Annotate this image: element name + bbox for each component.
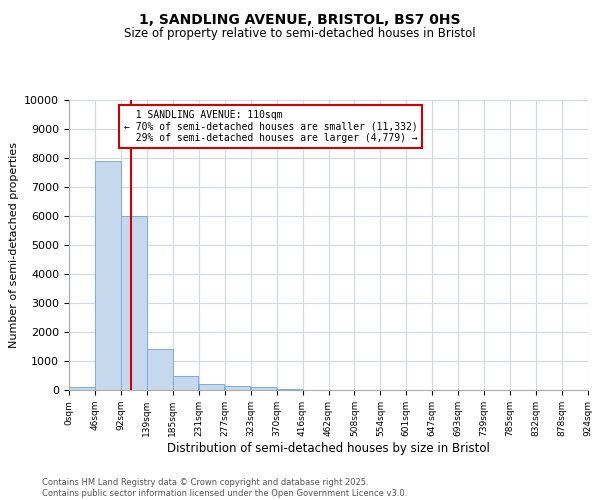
Y-axis label: Number of semi-detached properties: Number of semi-detached properties — [9, 142, 19, 348]
Bar — [225, 386, 250, 390]
Text: Size of property relative to semi-detached houses in Bristol: Size of property relative to semi-detach… — [124, 28, 476, 40]
Bar — [173, 376, 199, 390]
Text: Contains HM Land Registry data © Crown copyright and database right 2025.
Contai: Contains HM Land Registry data © Crown c… — [42, 478, 407, 498]
Bar — [121, 216, 146, 390]
Text: 1 SANDLING AVENUE: 110sqm
← 70% of semi-detached houses are smaller (11,332)
  2: 1 SANDLING AVENUE: 110sqm ← 70% of semi-… — [124, 110, 418, 144]
X-axis label: Distribution of semi-detached houses by size in Bristol: Distribution of semi-detached houses by … — [167, 442, 490, 454]
Bar — [147, 350, 173, 390]
Bar — [277, 388, 302, 390]
Bar — [199, 384, 224, 390]
Text: 1, SANDLING AVENUE, BRISTOL, BS7 0HS: 1, SANDLING AVENUE, BRISTOL, BS7 0HS — [139, 12, 461, 26]
Bar — [69, 387, 95, 390]
Bar — [251, 387, 277, 390]
Bar — [95, 161, 121, 390]
